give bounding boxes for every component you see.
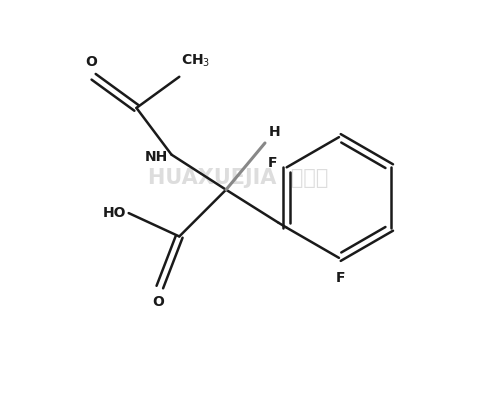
Text: O: O [152, 295, 164, 309]
Text: H: H [269, 125, 280, 139]
Text: F: F [268, 156, 277, 170]
Text: NH: NH [144, 150, 167, 164]
Text: CH$_3$: CH$_3$ [181, 53, 211, 69]
Text: HUAXUEJIA  化学加: HUAXUEJIA 化学加 [147, 168, 328, 188]
Text: HO: HO [103, 206, 127, 220]
Text: F: F [336, 271, 346, 286]
Text: O: O [86, 55, 98, 69]
